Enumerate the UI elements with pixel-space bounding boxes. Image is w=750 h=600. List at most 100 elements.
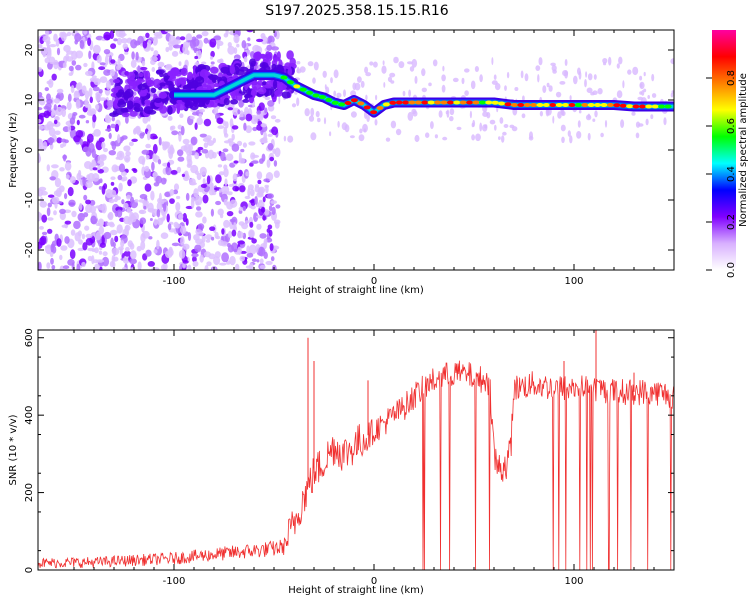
noise-speck <box>604 120 608 128</box>
noise-speck <box>352 82 357 91</box>
noise-speck <box>213 256 221 266</box>
ridge-hotspot <box>587 103 595 107</box>
noise-speck <box>233 222 237 231</box>
noise-speck <box>197 146 204 151</box>
noise-speck <box>157 159 162 165</box>
ridge-band-speck <box>158 91 168 99</box>
noise-speck <box>92 44 101 55</box>
noise-speck <box>366 114 370 122</box>
noise-speck <box>78 114 86 119</box>
noise-speck <box>42 35 51 43</box>
ridge-band-speck <box>115 91 126 98</box>
ridge-hotspot <box>594 103 602 107</box>
noise-speck <box>233 248 238 253</box>
ridge-hotspot <box>555 103 563 107</box>
noise-speck <box>502 131 507 136</box>
noise-speck <box>464 68 470 73</box>
noise-speck <box>509 124 515 129</box>
noise-speck <box>489 119 496 125</box>
noise-speck <box>54 177 62 188</box>
noise-speck <box>246 245 250 254</box>
noise-speck <box>213 35 222 41</box>
noise-speck <box>217 208 224 216</box>
noise-speck <box>190 136 198 146</box>
noise-speck <box>587 113 591 119</box>
ridge-band-speck <box>214 83 220 88</box>
ridge-hotspot <box>626 104 634 109</box>
noise-speck <box>223 167 229 178</box>
noise-speck <box>203 251 211 258</box>
colorbar-tick-label: 0.0 <box>726 262 737 278</box>
noise-speck <box>150 56 158 62</box>
snr-ytick-label: 600 <box>24 328 35 347</box>
noise-speck <box>160 232 169 239</box>
noise-speck <box>227 45 235 55</box>
noise-speck <box>115 30 123 38</box>
noise-speck <box>638 123 644 127</box>
ridge-band-speck <box>144 99 151 105</box>
ridge-band-speck <box>126 100 134 110</box>
noise-speck <box>121 199 125 205</box>
noise-speck <box>171 50 179 57</box>
noise-speck <box>153 218 158 226</box>
noise-speck <box>223 164 228 170</box>
noise-speck <box>250 160 259 164</box>
noise-speck <box>180 236 185 246</box>
noise-speck <box>221 252 230 263</box>
noise-speck <box>114 123 120 132</box>
noise-speck <box>194 55 199 60</box>
noise-speck <box>242 142 247 148</box>
noise-speck <box>254 196 258 205</box>
noise-speck <box>256 110 262 115</box>
noise-speck <box>236 140 243 147</box>
spectrogram-ytick-label: 0 <box>24 147 35 153</box>
noise-speck <box>181 173 185 177</box>
noise-speck <box>120 240 125 248</box>
noise-speck <box>475 133 481 142</box>
ridge-band-speck <box>289 57 296 67</box>
noise-speck <box>250 114 258 125</box>
noise-speck <box>93 129 101 137</box>
ridge-hotspot <box>312 93 320 98</box>
noise-speck <box>229 199 238 208</box>
noise-speck <box>96 54 102 64</box>
noise-speck <box>452 77 459 83</box>
noise-speck <box>103 99 109 109</box>
ridge-hotspot <box>408 100 416 105</box>
noise-speck <box>618 56 623 65</box>
noise-speck <box>83 30 88 35</box>
noise-speck <box>110 181 115 186</box>
noise-speck <box>520 70 524 79</box>
noise-speck <box>191 253 199 258</box>
ridge-band-speck <box>223 97 230 106</box>
ridge-hotspot <box>542 103 550 107</box>
noise-speck <box>362 123 368 133</box>
ridge-band-speck <box>153 78 162 89</box>
noise-speck <box>187 264 192 270</box>
ridge-hotspot <box>440 100 448 105</box>
noise-speck <box>393 56 399 64</box>
noise-speck <box>68 65 74 72</box>
noise-speck <box>41 214 48 223</box>
ridge-band-speck <box>113 78 121 84</box>
ridge-band-speck <box>248 97 254 103</box>
ridge-hotspots <box>280 75 672 115</box>
noise-speck <box>76 119 80 126</box>
noise-speck <box>38 140 44 149</box>
ridge-band-speck <box>180 67 188 77</box>
noise-speck <box>217 164 223 168</box>
noise-speck <box>430 121 434 130</box>
noise-speck <box>259 264 266 270</box>
noise-speck <box>38 213 43 218</box>
noise-speck <box>576 131 582 139</box>
noise-speck <box>438 110 443 118</box>
noise-speck <box>138 199 146 203</box>
ridge-hotspot <box>491 100 499 105</box>
noise-speck <box>564 70 568 79</box>
ridge-hotspot <box>478 100 486 105</box>
noise-speck <box>271 206 276 216</box>
ridge-band-speck <box>143 106 154 115</box>
noise-speck <box>199 133 208 138</box>
noise-speck <box>445 110 449 115</box>
noise-speck <box>115 156 121 160</box>
